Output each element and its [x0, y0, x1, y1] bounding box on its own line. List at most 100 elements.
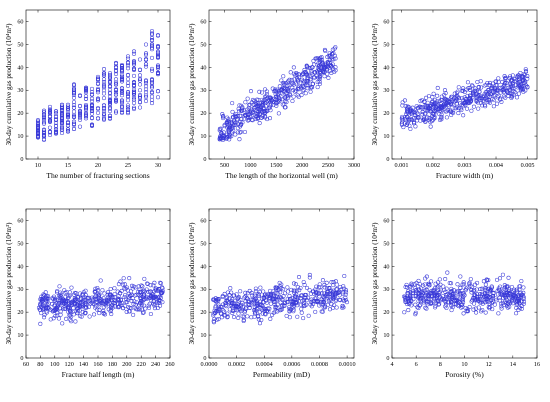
scatter-point [435, 85, 440, 90]
scatter-point [458, 285, 463, 290]
scatter-point [137, 78, 143, 83]
scatter-point [523, 69, 529, 74]
scatter-point [147, 305, 152, 310]
scatter-point [234, 292, 239, 297]
scatter-point [143, 78, 149, 83]
scatter-point [107, 97, 113, 102]
scatter-point [71, 105, 77, 110]
scatter-point [229, 301, 234, 306]
scatter-point [510, 73, 515, 78]
scatter-point [237, 130, 242, 135]
scatter-point [449, 300, 454, 305]
scatter-point [125, 103, 131, 108]
scatter-point [305, 76, 310, 81]
scatter-point [273, 305, 278, 310]
scatter-point [47, 118, 53, 123]
scatter-point [402, 98, 407, 103]
scatter-point [428, 108, 433, 114]
scatter-point [521, 84, 526, 89]
scatter-point [406, 289, 411, 294]
scatter-point [149, 31, 155, 36]
scatter-point [112, 286, 117, 291]
x-tick-label: 100 [50, 361, 59, 368]
scatter-point [519, 303, 524, 308]
scatter-point [142, 276, 147, 281]
scatter-point [71, 103, 77, 108]
plot-frame [25, 208, 171, 359]
scatter-point [71, 95, 77, 100]
scatter-point [426, 94, 431, 99]
scatter-point [158, 280, 163, 285]
scatter-point [89, 99, 95, 104]
y-tick-label: 30 [383, 286, 389, 293]
scatter-point [500, 79, 505, 84]
x-tick-label: 0.0002 [228, 361, 245, 368]
scatter-point [275, 302, 280, 307]
scatter-point [131, 89, 137, 94]
scatter-point [400, 100, 405, 105]
scatter-point [215, 297, 220, 302]
scatter-point [143, 99, 149, 104]
y-tick-label: 20 [383, 309, 389, 316]
scatter-point [307, 275, 312, 280]
scatter-point [497, 276, 502, 281]
scatter-point [459, 302, 464, 307]
scatter-point [516, 91, 522, 96]
scatter-point [95, 96, 101, 101]
scatter-point [89, 116, 95, 121]
x-tick-label: 260 [165, 361, 174, 368]
scatter-point [514, 305, 519, 310]
scatter-point [38, 303, 43, 308]
scatter-point [41, 127, 47, 132]
scatter-point [47, 125, 53, 130]
x-tick-label: 12 [486, 361, 492, 368]
scatter-point [213, 311, 218, 316]
scatter-point [331, 288, 336, 293]
scatter-point [217, 126, 222, 131]
scatter-point [77, 109, 83, 114]
scatter-point [434, 299, 439, 304]
scatter-point [407, 302, 412, 307]
scatter-point [71, 112, 77, 117]
scatter-point [137, 73, 143, 78]
scatter-point [416, 114, 421, 120]
scatter-point [426, 294, 431, 299]
scatter-point [83, 311, 88, 316]
scatter-point [342, 299, 347, 304]
scatter-point [507, 91, 512, 96]
scatter-point [231, 118, 236, 123]
scatter-point [479, 96, 484, 101]
scatter-point [310, 82, 315, 87]
y-tick-label: 20 [200, 309, 206, 316]
scatter-point [272, 296, 277, 301]
scatter-point [95, 116, 101, 121]
y-tick-label: 40 [200, 263, 206, 270]
scatter-point [488, 295, 493, 300]
scatter-point [285, 285, 290, 290]
scatter-point [41, 117, 47, 122]
scatter-point [116, 296, 121, 301]
scatter-point [125, 94, 131, 99]
scatter-point [95, 285, 100, 291]
scatter-point [137, 99, 143, 104]
scatter-point [281, 287, 286, 292]
scatter-point [148, 283, 153, 288]
scatter-point [444, 115, 449, 120]
scatter-point [314, 284, 319, 289]
scatter-point [154, 296, 159, 301]
scatter-point [437, 117, 443, 122]
scatter-point [496, 76, 501, 81]
x-tick-label: 0.0010 [339, 361, 356, 368]
scatter-point [414, 289, 420, 294]
x-tick-label: 0.001 [394, 162, 408, 169]
scatter-point [69, 300, 74, 305]
scatter-point [302, 282, 307, 287]
scatter-point [107, 98, 113, 103]
scatter-point [60, 306, 66, 311]
scatter-point [264, 100, 269, 105]
scatter-point [137, 307, 142, 312]
y-tick-label: 0 [386, 355, 389, 362]
scatter-point [107, 80, 113, 85]
scatter-point [67, 313, 72, 318]
